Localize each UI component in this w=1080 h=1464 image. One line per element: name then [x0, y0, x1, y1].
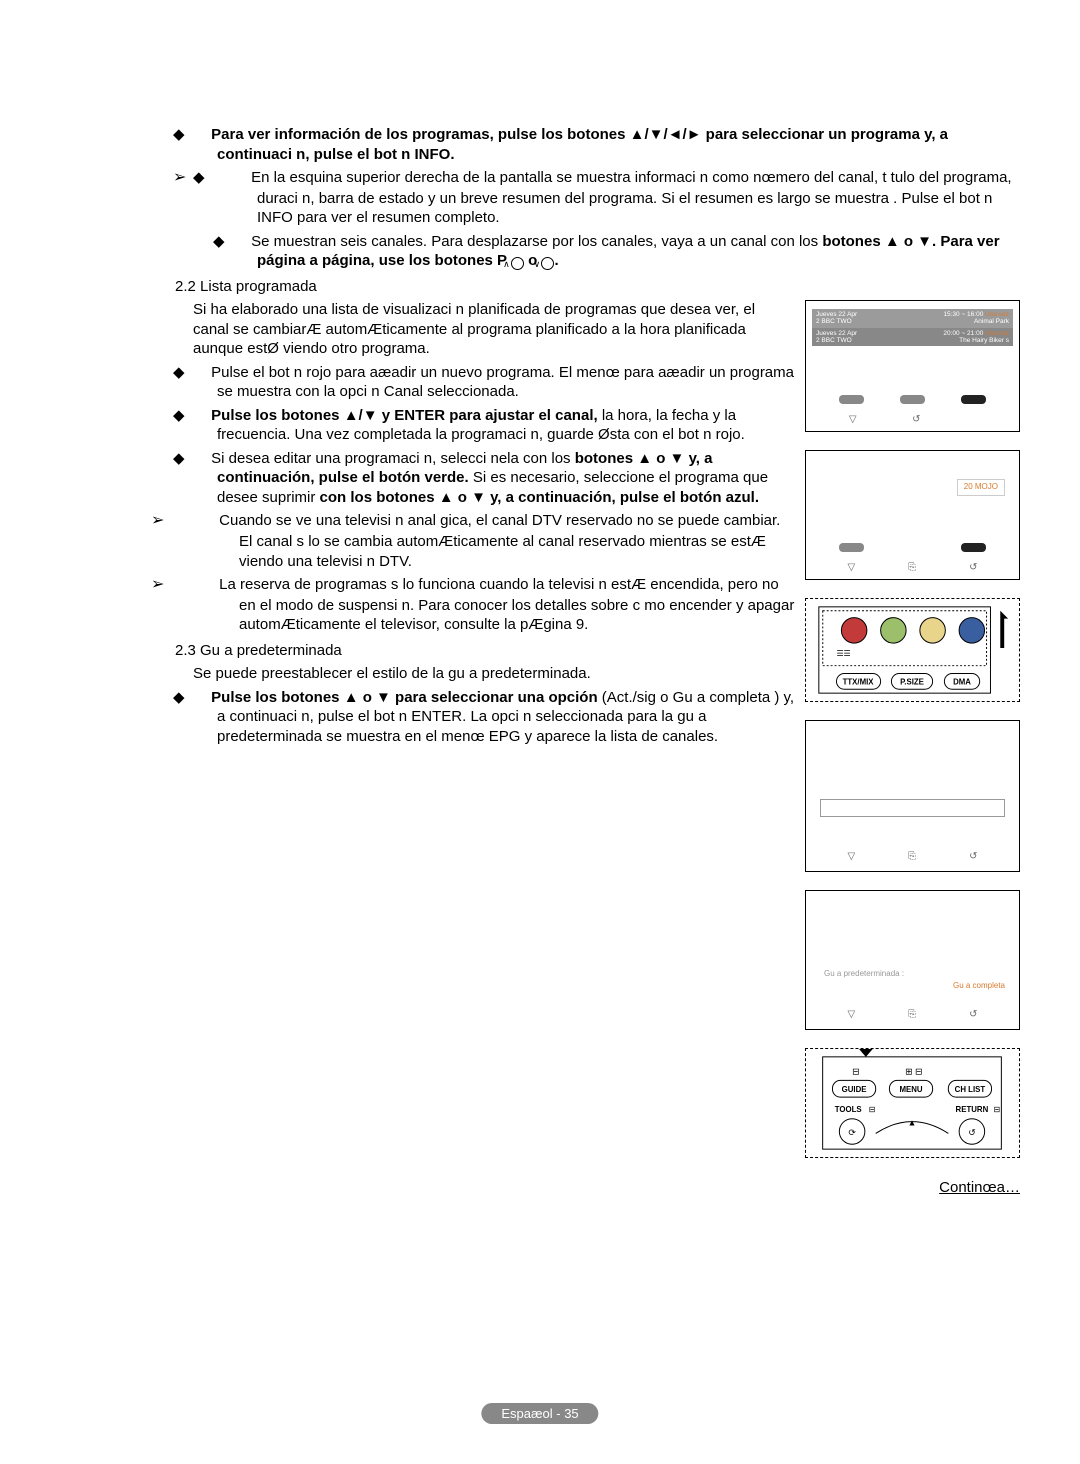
s23-intro: Se puede preestablecer el estilo de la g… [175, 664, 795, 684]
svg-text:⊞ ⊟: ⊞ ⊟ [905, 1067, 922, 1077]
figure-remote-colors: ☰☰ TTX/MIX P.SIZE DMA [805, 598, 1020, 702]
heading-2-3: 2.3 Gu a predeterminada [175, 641, 795, 661]
figure-remote-guide: ⊟ ⊞ ⊟ GUIDE MENU CH LIST TOOLS ⊟ RETURN … [805, 1048, 1020, 1158]
figure-channel-select: 20 MOJO ▽⎘↺ [805, 450, 1020, 580]
svg-text:▲: ▲ [908, 1118, 917, 1128]
svg-text:RETURN: RETURN [956, 1105, 989, 1114]
para-top-1c: ◆ Se muestran seis canales. Para desplaz… [175, 232, 1020, 271]
svg-text:⊟: ⊟ [852, 1067, 859, 1077]
s22-sub1: ➢ Cuando se ve una televisi n anal gica,… [175, 511, 795, 571]
svg-text:P.SIZE: P.SIZE [900, 678, 924, 687]
continues-label: Continœa… [805, 1178, 1020, 1198]
para-top-1b: ➢◆ En la esquina superior derecha de la … [175, 168, 1020, 228]
s22-b2: ◆ Pulse los botones ▲/▼ y ENTER para aju… [175, 406, 795, 445]
svg-text:GUIDE: GUIDE [842, 1085, 867, 1094]
svg-text:⊟: ⊟ [994, 1105, 1001, 1114]
figure-default-guide: Gu a predeterminada : Gu a completa ▽⎘↺ [805, 890, 1020, 1030]
para-top-1: ◆ Para ver información de los programas,… [175, 125, 1020, 164]
s23-b1: ◆ Pulse los botones ▲ o ▼ para seleccion… [175, 688, 795, 747]
svg-text:↺: ↺ [968, 1128, 975, 1138]
s22-sub2: ➢ La reserva de programas s lo funciona … [175, 575, 795, 635]
svg-text:☰☰: ☰☰ [836, 649, 850, 658]
figure-guide-box: ▽⎘↺ [805, 720, 1020, 872]
svg-text:TTX/MIX: TTX/MIX [843, 678, 875, 687]
s22-b1: ◆ Pulse el bot n rojo para aæadir un nue… [175, 363, 795, 402]
svg-text:⟳: ⟳ [848, 1128, 856, 1138]
s22-b3: ◆ Si desea editar una programaci n, sele… [175, 449, 795, 508]
svg-text:CH LIST: CH LIST [955, 1085, 986, 1094]
s22-intro: Si ha elaborado una lista de visualizaci… [175, 300, 795, 359]
svg-text:MENU: MENU [899, 1085, 922, 1094]
svg-text:TOOLS: TOOLS [835, 1105, 862, 1114]
page-footer: Espaæol - 35 [481, 1403, 598, 1424]
figure-scheduled-list: Jueves 22 Apr2 BBC TWO15:30 ~ 16:00 Una … [805, 300, 1020, 432]
svg-text:DMA: DMA [953, 678, 971, 687]
svg-text:⊟: ⊟ [869, 1105, 876, 1114]
heading-2-2: 2.2 Lista programada [175, 277, 1020, 297]
